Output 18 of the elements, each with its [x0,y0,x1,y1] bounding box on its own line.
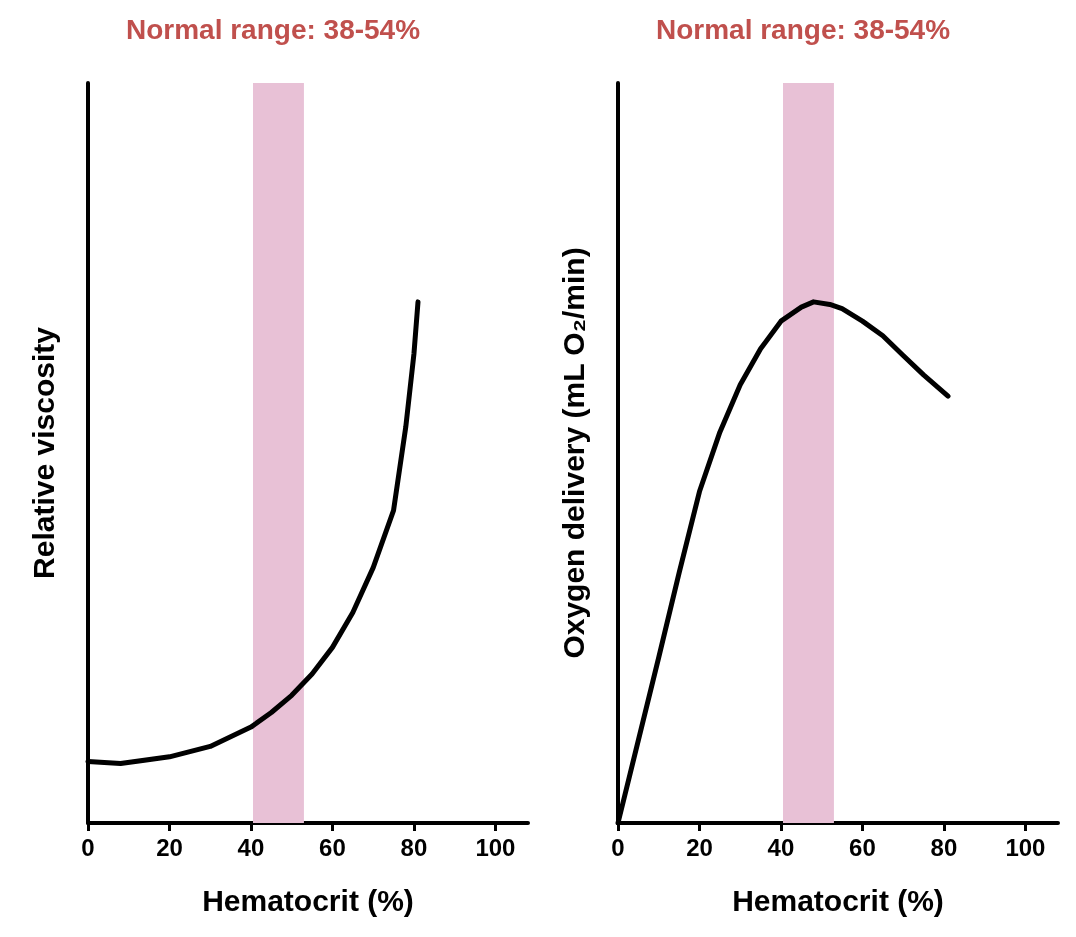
x-tick-label: 60 [849,833,876,861]
x-tick-label: 100 [1005,833,1046,861]
y-axis-title: Oxygen delivery (mL O₂/min) [556,247,590,659]
x-tick-label: 60 [319,833,346,861]
x-axis-title: Hematocrit (%) [202,883,414,917]
x-tick-label: 0 [81,833,95,861]
x-tick-label: 0 [611,833,625,861]
x-tick-label: 40 [237,833,265,861]
y-axis-title: Relative viscosity [26,326,60,579]
x-tick-label: 80 [400,833,428,861]
chart-title: Normal range: 38-54% [655,13,951,45]
x-tick-label: 20 [686,833,713,861]
x-tick-label: 20 [156,833,183,861]
x-tick-label: 80 [930,833,958,861]
x-tick-label: 40 [767,833,795,861]
chart-title: Normal range: 38-54% [125,13,421,45]
x-tick-label: 100 [475,833,516,861]
x-axis-title: Hematocrit (%) [732,883,944,917]
